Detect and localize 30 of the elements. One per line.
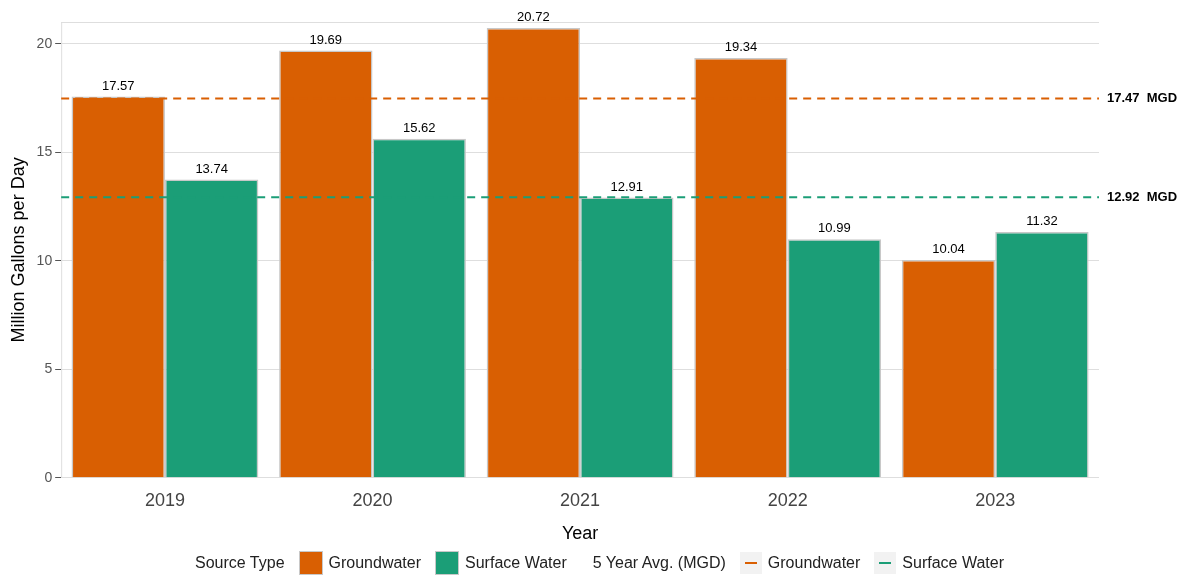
data-label: 17.57: [101, 77, 135, 93]
x-tick-label: 2020: [352, 489, 393, 510]
x-tick-label: 2021: [560, 489, 601, 510]
data-label: 10.99: [818, 220, 851, 236]
legend-title: Source Type: [195, 554, 285, 572]
ref-line-label: 17.47 MGD: [1107, 90, 1178, 106]
data-label: 15.62: [402, 119, 436, 135]
legend-label: Surface Water: [464, 553, 567, 573]
y-tick-label: 5: [44, 360, 53, 377]
text: 5 Year Avg. (MGD): [592, 554, 726, 572]
data-label: 20.72: [517, 9, 550, 25]
x-tick-label: 2022: [767, 489, 808, 510]
data-label: 19.69: [309, 31, 343, 47]
text: Groundwater: [328, 554, 422, 571]
x-tick-label: 2023: [975, 489, 1016, 510]
text: Surface Water: [902, 554, 1004, 571]
y-tick-label: 20: [36, 34, 53, 51]
x-tick-label: 2019: [144, 489, 185, 510]
y-tick-label: 15: [36, 143, 53, 160]
data-label: 19.34: [724, 39, 758, 55]
data-label: 10.04: [932, 240, 965, 256]
y-axis-title: Million Gallons per Day: [7, 157, 28, 343]
data-label: 11.32: [1026, 213, 1058, 229]
data-label: 13.74: [195, 160, 228, 176]
x-axis-title: Year: [561, 523, 599, 544]
legend-label: Groundwater: [766, 553, 861, 573]
ref-line-label: 12.92 MGD: [1107, 188, 1178, 204]
y-tick-label: 10: [36, 251, 53, 268]
data-label: 12.91: [610, 178, 644, 194]
y-tick-label: 0: [44, 468, 53, 485]
